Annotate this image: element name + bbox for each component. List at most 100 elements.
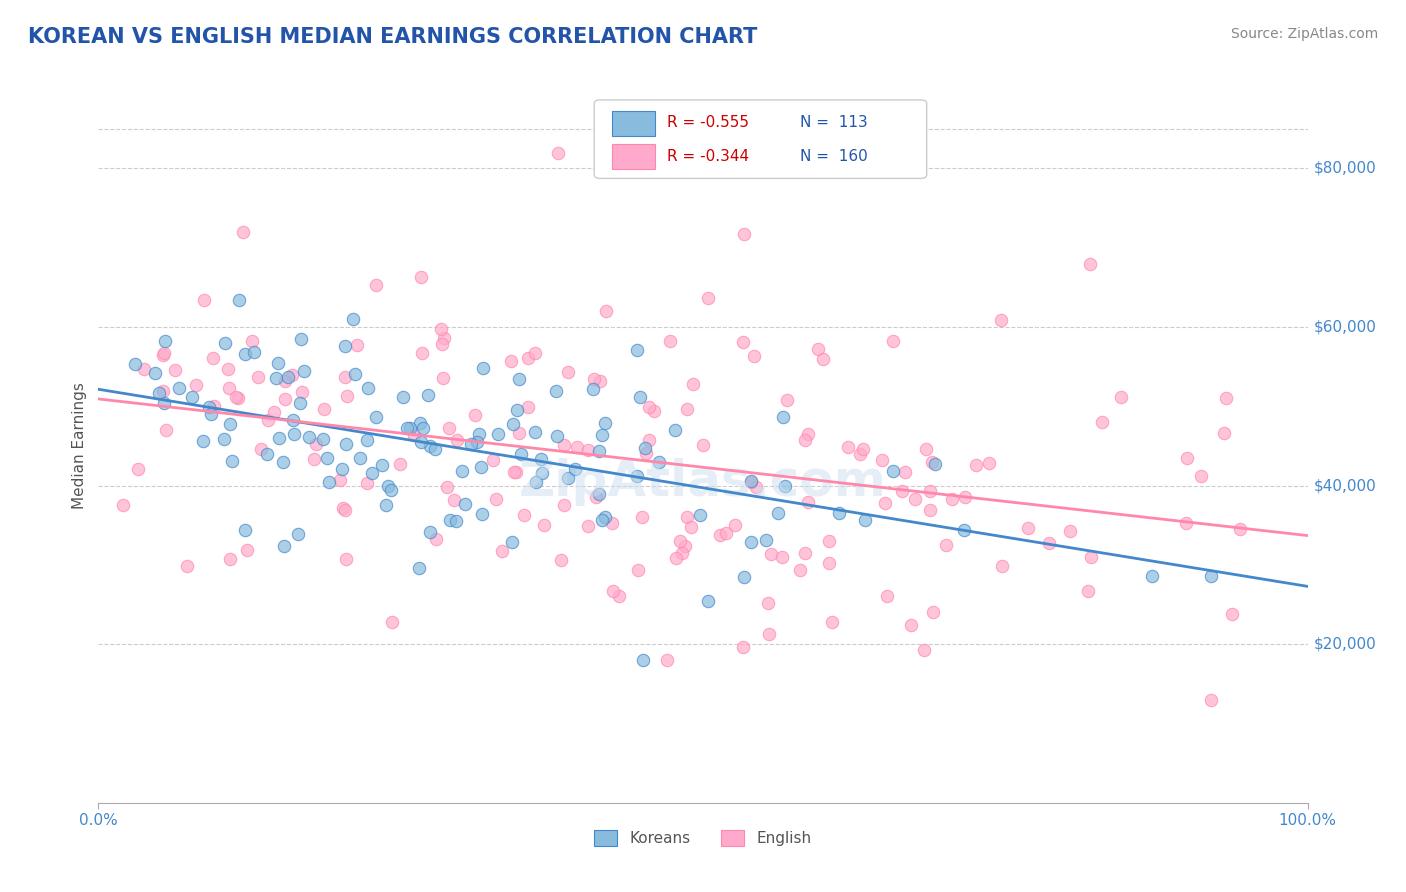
Point: [904, 492, 927, 507]
Point: [1199, 692, 1222, 706]
Point: [794, 545, 817, 559]
Point: [364, 278, 387, 293]
Point: [439, 513, 461, 527]
Point: [318, 475, 340, 489]
Point: [349, 450, 371, 465]
Point: [508, 425, 530, 440]
Point: [655, 653, 678, 667]
Point: [335, 437, 357, 451]
Point: [191, 434, 214, 449]
Point: [508, 372, 530, 386]
Point: [664, 423, 686, 437]
Point: [437, 421, 460, 435]
Point: [634, 441, 657, 455]
Point: [740, 474, 762, 488]
Point: [900, 618, 922, 632]
Point: [329, 473, 352, 487]
Point: [709, 528, 731, 542]
Point: [271, 455, 294, 469]
Point: [250, 442, 273, 457]
Point: [588, 443, 610, 458]
Point: [759, 547, 782, 561]
Text: R = -0.555: R = -0.555: [666, 115, 749, 130]
Point: [776, 392, 799, 407]
Point: [1017, 521, 1039, 535]
Point: [626, 343, 648, 357]
Point: [509, 447, 531, 461]
Point: [505, 465, 527, 479]
Point: [593, 416, 616, 430]
Point: [773, 479, 796, 493]
Point: [1215, 391, 1237, 405]
Point: [724, 517, 747, 532]
Point: [430, 322, 453, 336]
Point: [517, 351, 540, 365]
Point: [733, 570, 755, 584]
Point: [152, 348, 174, 362]
Point: [499, 354, 522, 368]
Point: [891, 484, 914, 499]
Point: [546, 428, 568, 442]
Point: [600, 516, 623, 530]
Text: $80,000: $80,000: [1313, 161, 1376, 176]
Point: [733, 334, 755, 349]
Point: [977, 456, 1000, 470]
Text: N =  160: N = 160: [800, 149, 868, 164]
Point: [953, 490, 976, 504]
Point: [167, 381, 190, 395]
Point: [302, 451, 325, 466]
Point: [638, 401, 661, 415]
Point: [273, 374, 295, 388]
Point: [567, 441, 589, 455]
Point: [127, 462, 149, 476]
Point: [336, 389, 359, 403]
Point: [848, 447, 870, 461]
Point: [585, 490, 607, 504]
Point: [375, 499, 398, 513]
Point: [631, 510, 654, 524]
Point: [311, 432, 333, 446]
Point: [513, 508, 536, 522]
Point: [530, 452, 553, 467]
Point: [292, 364, 315, 378]
Point: [460, 437, 482, 451]
Point: [419, 524, 441, 539]
Point: [399, 421, 422, 435]
Point: [226, 391, 249, 405]
Point: [468, 426, 491, 441]
Text: R = -0.344: R = -0.344: [666, 149, 749, 164]
Point: [408, 561, 430, 575]
Point: [283, 427, 305, 442]
Y-axis label: Median Earnings: Median Earnings: [72, 383, 87, 509]
Point: [921, 455, 943, 469]
Point: [484, 492, 506, 507]
Point: [181, 390, 204, 404]
Legend: Koreans, English: Koreans, English: [588, 824, 818, 852]
Point: [733, 227, 755, 242]
Point: [794, 434, 817, 448]
Point: [433, 331, 456, 345]
Point: [256, 447, 278, 461]
Point: [733, 640, 755, 654]
Point: [184, 378, 207, 392]
Point: [770, 549, 793, 564]
Point: [486, 427, 509, 442]
Point: [1078, 257, 1101, 271]
Point: [758, 627, 780, 641]
Point: [202, 399, 225, 413]
FancyBboxPatch shape: [595, 100, 927, 178]
Point: [356, 433, 378, 447]
Point: [582, 372, 605, 386]
Point: [451, 465, 474, 479]
Point: [714, 526, 737, 541]
Point: [607, 590, 630, 604]
Point: [193, 293, 215, 307]
Point: [155, 423, 177, 437]
Point: [524, 475, 547, 489]
Point: [1220, 607, 1243, 621]
Point: [124, 357, 146, 371]
Point: [772, 410, 794, 425]
Point: [953, 523, 976, 537]
Point: [472, 360, 495, 375]
Point: [333, 503, 356, 517]
